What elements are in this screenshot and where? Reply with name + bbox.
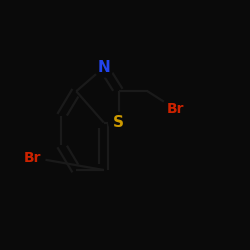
Circle shape xyxy=(20,145,45,170)
Text: S: S xyxy=(113,115,124,130)
Circle shape xyxy=(109,112,129,132)
Text: N: N xyxy=(98,60,110,75)
Text: Br: Br xyxy=(166,102,184,116)
Text: Br: Br xyxy=(24,150,41,164)
Circle shape xyxy=(162,96,188,121)
Circle shape xyxy=(94,58,113,77)
